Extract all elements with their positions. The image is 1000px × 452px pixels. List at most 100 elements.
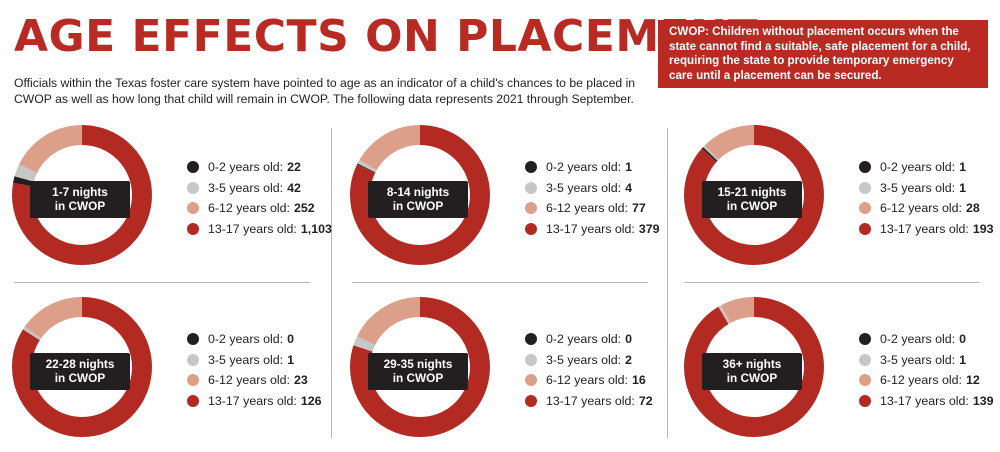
legend-label: 0-2 years old:	[208, 332, 284, 347]
legend-item: 0-2 years old: 0	[859, 329, 994, 350]
legend-label: 3-5 years old:	[208, 352, 284, 367]
donut-svg	[684, 297, 824, 437]
donut-panel: 8-14 nights in CWOP 0-2 years old: 1 3-5 yea…	[350, 125, 680, 265]
legend-item: 13-17 years old: 126	[187, 391, 322, 412]
legend-swatch	[525, 374, 537, 387]
legend-item: 13-17 years old: 379	[525, 219, 660, 240]
legend-value: 77	[631, 201, 646, 216]
legend-item: 6-12 years old: 16	[525, 370, 653, 391]
legend: 0-2 years old: 0 3-5 years old: 1 6-12 years…	[187, 329, 322, 411]
donut-chart	[350, 125, 490, 265]
legend-label: 0-2 years old:	[546, 332, 622, 347]
legend-swatch	[859, 181, 871, 194]
donut-slice-6-12	[350, 125, 490, 265]
legend-value: 0	[625, 332, 632, 347]
legend-swatch	[859, 353, 871, 366]
legend-label: 0-2 years old:	[546, 160, 622, 175]
legend-item: 0-2 years old: 1	[525, 157, 660, 178]
legend-label: 3-5 years old:	[880, 352, 956, 367]
callout-term: CWOP:	[669, 25, 709, 38]
donut-svg	[12, 125, 152, 265]
donut-panel: 15-21 nights in CWOP 0-2 years old: 1 3-5 ye…	[684, 125, 1000, 265]
center-label-line1: 29-35 nights	[383, 357, 453, 371]
legend-value: 126	[300, 393, 322, 408]
intro-text: Officials within the Texas foster care s…	[14, 76, 636, 106]
donut-center-label: 22-28 nights in CWOP	[30, 353, 130, 390]
legend-value: 193	[972, 221, 994, 236]
legend-value: 1	[287, 352, 294, 367]
legend-swatch	[187, 374, 199, 387]
legend-item: 6-12 years old: 23	[187, 370, 322, 391]
legend: 0-2 years old: 22 3-5 years old: 42 6-12 yea…	[187, 157, 332, 239]
legend-swatch	[859, 161, 871, 174]
legend-item: 0-2 years old: 0	[525, 329, 653, 350]
legend: 0-2 years old: 1 3-5 years old: 1 6-12 years…	[859, 157, 994, 239]
legend-item: 13-17 years old: 1,103	[187, 219, 332, 240]
legend-item: 13-17 years old: 139	[859, 391, 994, 412]
legend-label: 3-5 years old:	[546, 352, 622, 367]
center-label-line1: 1-7 nights	[52, 185, 108, 199]
legend-label: 6-12 years old:	[208, 201, 290, 216]
legend-swatch	[859, 394, 871, 407]
legend-value: 2	[625, 352, 632, 367]
legend-swatch	[525, 333, 537, 346]
legend-value: 16	[631, 373, 646, 388]
legend-value: 12	[965, 373, 980, 388]
legend-item: 3-5 years old: 1	[859, 350, 994, 371]
legend-swatch	[187, 161, 199, 174]
legend-item: 0-2 years old: 22	[187, 157, 332, 178]
legend-value: 379	[638, 221, 660, 236]
donut-slice-6-12	[12, 125, 152, 265]
center-label-line1: 22-28 nights	[45, 357, 115, 371]
legend-item: 6-12 years old: 12	[859, 370, 994, 391]
legend-swatch	[859, 333, 871, 346]
donut-slice-6-12	[684, 297, 824, 437]
legend-swatch	[525, 181, 537, 194]
donut-chart	[350, 297, 490, 437]
center-label-line2: in CWOP	[726, 199, 778, 213]
legend-swatch	[187, 333, 199, 346]
legend: 0-2 years old: 1 3-5 years old: 4 6-12 years…	[525, 157, 660, 239]
legend-swatch	[525, 222, 537, 235]
legend-swatch	[525, 161, 537, 174]
center-label-line1: 36+ nights	[722, 357, 782, 371]
donut-center-label: 8-14 nights in CWOP	[368, 181, 468, 218]
legend-value: 4	[625, 180, 632, 195]
legend-label: 0-2 years old:	[208, 160, 284, 175]
donut-center-label: 36+ nights in CWOP	[702, 353, 802, 390]
donut-svg	[350, 125, 490, 265]
legend-label: 6-12 years old:	[880, 373, 962, 388]
donut-svg	[684, 125, 824, 265]
donut-center-label: 29-35 nights in CWOP	[368, 353, 468, 390]
page-title: AGE EFFECTS ON PLACEMENT	[14, 11, 758, 62]
legend-swatch	[525, 202, 537, 215]
center-label-line2: in CWOP	[54, 371, 106, 385]
legend-swatch	[859, 374, 871, 387]
center-label-line1: 15-21 nights	[717, 185, 787, 199]
legend-value: 252	[293, 201, 315, 216]
legend-label: 3-5 years old:	[546, 180, 622, 195]
donut-panel: 1-7 nights in CWOP 0-2 years old: 22 3-5 yea…	[12, 125, 342, 265]
donut-chart	[684, 125, 824, 265]
legend-item: 3-5 years old: 1	[187, 350, 322, 371]
donut-chart	[12, 297, 152, 437]
row-divider-left	[14, 282, 310, 283]
legend-value: 139	[972, 393, 994, 408]
column-divider-2	[667, 128, 668, 438]
center-label-line2: in CWOP	[392, 199, 444, 213]
center-label-line1: 8-14 nights	[386, 185, 450, 199]
donut-chart	[684, 297, 824, 437]
legend-item: 6-12 years old: 77	[525, 198, 660, 219]
legend-item: 3-5 years old: 1	[859, 178, 994, 199]
legend: 0-2 years old: 0 3-5 years old: 1 6-12 years…	[859, 329, 994, 411]
donut-slice-6-12	[350, 297, 490, 437]
legend-label: 13-17 years old:	[880, 393, 969, 408]
donut-svg	[350, 297, 490, 437]
legend-label: 13-17 years old:	[546, 221, 635, 236]
donut-slice-6-12	[684, 125, 824, 265]
center-label-line2: in CWOP	[54, 199, 106, 213]
row-divider-middle	[352, 282, 648, 283]
legend-swatch	[187, 394, 199, 407]
legend-value: 1,103	[300, 221, 332, 236]
donut-panel: 36+ nights in CWOP 0-2 years old: 0 3-5 year…	[684, 297, 1000, 437]
